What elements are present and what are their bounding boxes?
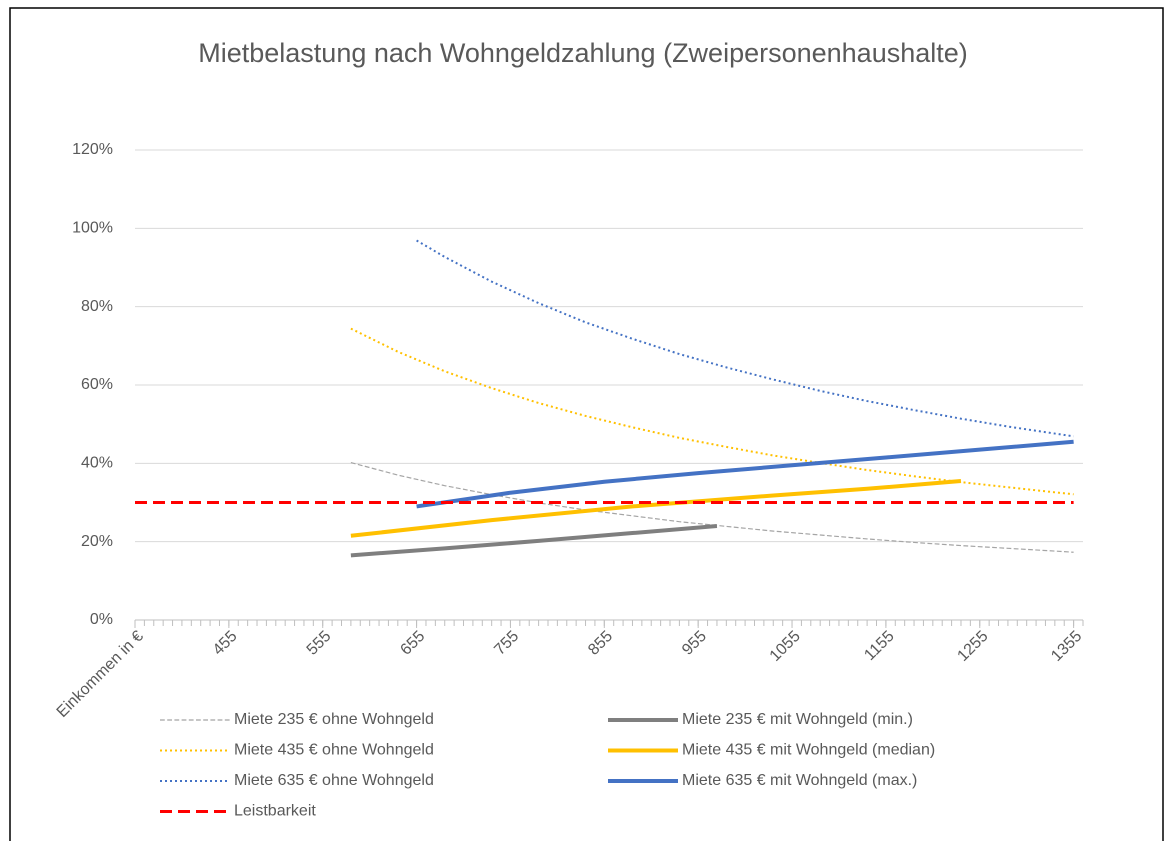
series-line	[416, 239, 1074, 438]
chart-frame	[9, 7, 1164, 841]
y-tick-label: 40%	[81, 455, 113, 472]
y-tick-label: 0%	[90, 611, 113, 628]
y-tick-label: 120%	[72, 141, 113, 158]
y-tick-label: 60%	[81, 376, 113, 393]
legend-label: Miete 235 € ohne Wohngeld	[234, 711, 434, 728]
series-line	[416, 439, 1074, 509]
y-tick-label: 100%	[72, 220, 113, 237]
y-tick-label: 20%	[81, 533, 113, 550]
series-line	[350, 524, 718, 558]
legend-label: Miete 435 € mit Wohngeld (median)	[682, 742, 935, 759]
legend-label: Leistbarkeit	[234, 803, 316, 820]
legend-label: Miete 235 € mit Wohngeld (min.)	[682, 711, 913, 728]
legend-label: Miete 435 € ohne Wohngeld	[234, 742, 434, 759]
series-line	[350, 327, 1074, 496]
y-tick-label: 80%	[81, 298, 113, 315]
legend-label: Miete 635 € ohne Wohngeld	[234, 772, 434, 789]
series-line	[350, 478, 962, 538]
legend-label: Miete 635 € mit Wohngeld (max.)	[682, 772, 917, 789]
chart-title: Mietbelastung nach Wohngeldzahlung (Zwei…	[198, 38, 968, 68]
